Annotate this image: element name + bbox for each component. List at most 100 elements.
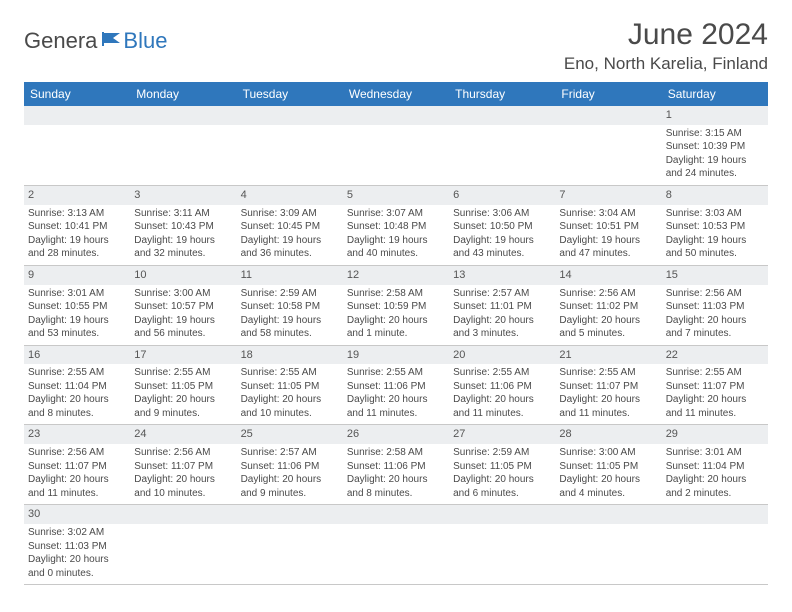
sunset-text: Sunset: 11:04 PM [28,380,126,394]
sunset-text: Sunset: 11:03 PM [666,300,764,314]
daylight-text: Daylight: 19 hours [453,234,551,248]
daylight-text-2: and 50 minutes. [666,247,764,261]
sunrise-text: Sunrise: 3:00 AM [134,287,232,301]
logo-flag-icon [100,28,122,54]
day-number [343,106,449,125]
weekday-header: Thursday [449,82,555,106]
calendar-cell: 25Sunrise: 2:57 AMSunset: 11:06 PMDaylig… [237,425,343,505]
sunset-text: Sunset: 10:51 PM [559,220,657,234]
daylight-text: Daylight: 19 hours [134,234,232,248]
sunset-text: Sunset: 10:57 PM [134,300,232,314]
daylight-text: Daylight: 19 hours [666,234,764,248]
calendar-cell: 27Sunrise: 2:59 AMSunset: 11:05 PMDaylig… [449,425,555,505]
logo-text-b: Blue [123,28,167,54]
day-data [130,125,236,181]
calendar-cell [24,106,130,185]
calendar-cell [449,106,555,185]
sunrise-text: Sunrise: 2:56 AM [559,287,657,301]
daylight-text-2: and 40 minutes. [347,247,445,261]
calendar-row: 16Sunrise: 2:55 AMSunset: 11:04 PMDaylig… [24,345,768,425]
sunset-text: Sunset: 11:07 PM [28,460,126,474]
day-number: 21 [555,346,661,365]
day-number: 22 [662,346,768,365]
sunrise-text: Sunrise: 2:55 AM [28,366,126,380]
calendar-cell: 1Sunrise: 3:15 AMSunset: 10:39 PMDayligh… [662,106,768,185]
day-number: 3 [130,186,236,205]
day-number: 10 [130,266,236,285]
daylight-text: Daylight: 20 hours [559,314,657,328]
day-data: Sunrise: 3:02 AMSunset: 11:03 PMDaylight… [24,524,130,584]
calendar-cell [237,106,343,185]
day-number: 8 [662,186,768,205]
weekday-header: Friday [555,82,661,106]
sunset-text: Sunset: 11:05 PM [241,380,339,394]
daylight-text-2: and 2 minutes. [666,487,764,501]
day-number: 26 [343,425,449,444]
day-data: Sunrise: 2:55 AMSunset: 11:06 PMDaylight… [449,364,555,424]
weekday-header: Wednesday [343,82,449,106]
calendar-cell [343,106,449,185]
logo-text-a: Genera [24,28,97,54]
day-number [237,106,343,125]
daylight-text-2: and 28 minutes. [28,247,126,261]
sunset-text: Sunset: 10:43 PM [134,220,232,234]
calendar-cell: 22Sunrise: 2:55 AMSunset: 11:07 PMDaylig… [662,345,768,425]
daylight-text-2: and 11 minutes. [28,487,126,501]
daylight-text: Daylight: 20 hours [666,473,764,487]
day-number: 14 [555,266,661,285]
day-number [662,505,768,524]
calendar-cell: 20Sunrise: 2:55 AMSunset: 11:06 PMDaylig… [449,345,555,425]
day-number: 12 [343,266,449,285]
daylight-text: Daylight: 19 hours [28,314,126,328]
daylight-text: Daylight: 20 hours [241,473,339,487]
sunrise-text: Sunrise: 2:59 AM [453,446,551,460]
day-number: 4 [237,186,343,205]
daylight-text-2: and 36 minutes. [241,247,339,261]
calendar-body: 1Sunrise: 3:15 AMSunset: 10:39 PMDayligh… [24,106,768,585]
sunset-text: Sunset: 10:59 PM [347,300,445,314]
day-data: Sunrise: 2:58 AMSunset: 10:59 PMDaylight… [343,285,449,345]
calendar-cell: 5Sunrise: 3:07 AMSunset: 10:48 PMDayligh… [343,185,449,265]
day-data: Sunrise: 2:55 AMSunset: 11:04 PMDaylight… [24,364,130,424]
sunset-text: Sunset: 11:06 PM [453,380,551,394]
day-data [130,524,236,580]
sunset-text: Sunset: 11:05 PM [559,460,657,474]
day-data: Sunrise: 2:56 AMSunset: 11:07 PMDaylight… [130,444,236,504]
day-data [343,125,449,181]
sunrise-text: Sunrise: 2:57 AM [241,446,339,460]
day-number: 9 [24,266,130,285]
daylight-text-2: and 9 minutes. [241,487,339,501]
day-data [449,524,555,580]
weekday-header: Tuesday [237,82,343,106]
logo: Genera Blue [24,28,167,54]
daylight-text-2: and 5 minutes. [559,327,657,341]
sunrise-text: Sunrise: 3:06 AM [453,207,551,221]
daylight-text: Daylight: 19 hours [241,314,339,328]
day-data: Sunrise: 2:56 AMSunset: 11:07 PMDaylight… [24,444,130,504]
day-number: 27 [449,425,555,444]
calendar-cell [555,106,661,185]
daylight-text: Daylight: 19 hours [28,234,126,248]
day-data: Sunrise: 2:58 AMSunset: 11:06 PMDaylight… [343,444,449,504]
day-number [449,106,555,125]
calendar-cell: 21Sunrise: 2:55 AMSunset: 11:07 PMDaylig… [555,345,661,425]
sunrise-text: Sunrise: 2:56 AM [28,446,126,460]
calendar-row: 9Sunrise: 3:01 AMSunset: 10:55 PMDayligh… [24,265,768,345]
sunset-text: Sunset: 11:07 PM [134,460,232,474]
sunset-text: Sunset: 11:04 PM [666,460,764,474]
daylight-text: Daylight: 19 hours [666,154,764,168]
calendar-cell: 9Sunrise: 3:01 AMSunset: 10:55 PMDayligh… [24,265,130,345]
daylight-text-2: and 11 minutes. [666,407,764,421]
day-data [343,524,449,580]
daylight-text: Daylight: 20 hours [347,393,445,407]
calendar-row: 1Sunrise: 3:15 AMSunset: 10:39 PMDayligh… [24,106,768,185]
day-number: 16 [24,346,130,365]
sunrise-text: Sunrise: 3:15 AM [666,127,764,141]
sunrise-text: Sunrise: 2:57 AM [453,287,551,301]
day-data [237,524,343,580]
day-data: Sunrise: 3:00 AMSunset: 11:05 PMDaylight… [555,444,661,504]
calendar-cell: 7Sunrise: 3:04 AMSunset: 10:51 PMDayligh… [555,185,661,265]
daylight-text: Daylight: 20 hours [453,393,551,407]
day-number: 5 [343,186,449,205]
calendar-cell: 28Sunrise: 3:00 AMSunset: 11:05 PMDaylig… [555,425,661,505]
